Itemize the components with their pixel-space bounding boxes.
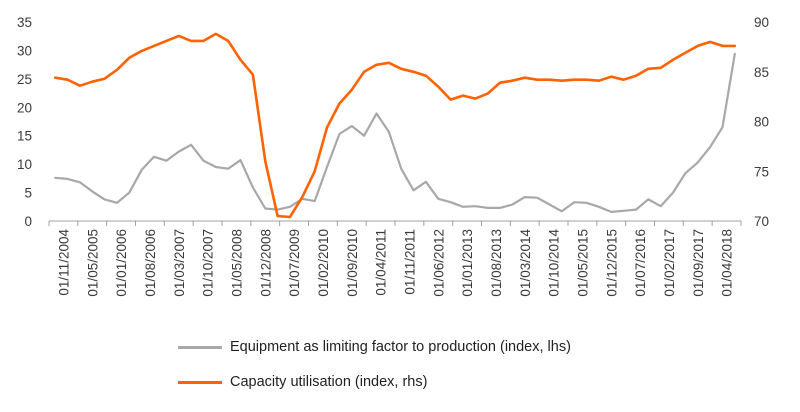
left-y-tick-label: 15 (17, 129, 32, 144)
left-y-tick-label: 30 (17, 43, 32, 58)
left-y-tick-label: 35 (17, 15, 32, 30)
legend-label-equipment: Equipment as limiting factor to producti… (230, 339, 571, 355)
x-tick-label: 01/12/2015 (604, 229, 619, 297)
left-y-tick-label: 25 (17, 72, 32, 87)
left-y-tick-label: 0 (24, 214, 32, 229)
x-tick-label: 01/06/2012 (431, 229, 446, 297)
x-tick-label: 01/07/2009 (287, 229, 302, 297)
x-tick-label: 01/08/2013 (489, 229, 504, 297)
x-axis-ticks (48, 221, 742, 226)
right-y-tick-label: 85 (754, 65, 769, 80)
x-tick-label: 01/10/2007 (201, 229, 216, 297)
right-y-tick-label: 75 (754, 164, 769, 179)
x-tick-label: 01/03/2007 (172, 229, 187, 297)
x-tick-label: 01/11/2011 (402, 229, 417, 295)
x-tick-label: 01/04/2018 (720, 229, 735, 297)
series-line-capacity (53, 32, 737, 219)
left-y-tick-label: 10 (17, 157, 32, 172)
x-tick-label: 01/01/2006 (114, 229, 129, 297)
x-tick-label: 01/01/2013 (460, 229, 475, 297)
x-tick-label: 01/11/2004 (56, 229, 71, 296)
x-tick-label: 01/05/2008 (229, 229, 244, 297)
x-tick-label: 01/02/2017 (662, 229, 677, 297)
x-tick-label: 01/12/2008 (258, 229, 273, 297)
x-tick-label: 01/02/2010 (316, 229, 331, 297)
x-axis-labels: 01/11/2004 01/05/2005 01/01/2006 01/08/2006… (56, 229, 734, 297)
legend-swatch-equipment (178, 345, 222, 349)
x-tick-label: 01/07/2016 (633, 229, 648, 297)
x-tick-label: 01/09/2017 (691, 229, 706, 297)
x-tick-label: 01/05/2015 (575, 229, 590, 297)
right-y-tick-label: 80 (754, 115, 769, 130)
series-line-equipment (54, 52, 736, 213)
right-y-axis-labels: 70 75 80 85 90 (754, 15, 769, 229)
legend-item-capacity: Capacity utilisation (index, rhs) (178, 374, 698, 390)
x-tick-label: 01/09/2010 (345, 229, 360, 297)
x-tick-label: 01/03/2014 (518, 229, 533, 297)
x-tick-label: 01/05/2005 (85, 229, 100, 297)
x-tick-label: 01/08/2006 (143, 229, 158, 297)
right-y-tick-label: 70 (754, 214, 769, 229)
right-y-tick-label: 90 (754, 15, 769, 30)
legend-swatch-capacity (178, 380, 222, 384)
legend-label-capacity: Capacity utilisation (index, rhs) (230, 374, 428, 390)
x-tick-label: 01/04/2011 (374, 229, 389, 296)
left-y-axis-labels: 0 5 10 15 20 25 30 35 (17, 15, 32, 229)
legend-item-equipment: Equipment as limiting factor to producti… (178, 339, 698, 355)
left-y-tick-label: 20 (17, 100, 32, 115)
x-tick-label: 01/10/2014 (547, 229, 562, 297)
left-y-tick-label: 5 (24, 186, 32, 201)
series-layer (53, 32, 737, 219)
